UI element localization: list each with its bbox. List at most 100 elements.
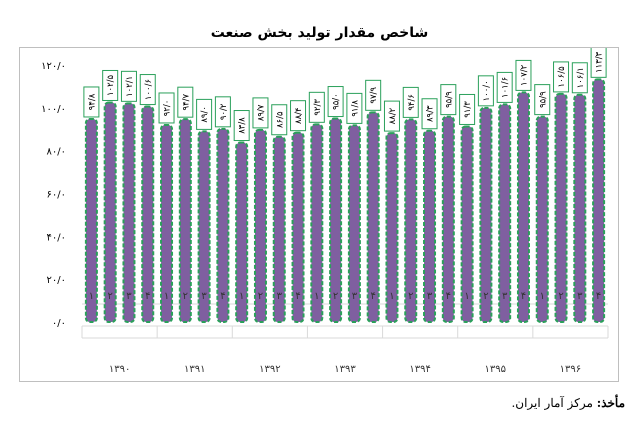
quarter-label: ۱ <box>89 291 94 302</box>
quarter-label: ۴ <box>446 291 451 302</box>
bar <box>554 92 568 323</box>
bar <box>197 130 211 324</box>
data-label-box <box>571 62 588 94</box>
data-label-box <box>158 92 175 124</box>
data-label-box <box>477 75 494 107</box>
year-label: ۱۳۹۶ <box>560 364 581 375</box>
bar <box>366 111 380 324</box>
bar <box>84 117 98 323</box>
data-label-box <box>459 93 476 125</box>
bar <box>423 129 437 324</box>
data-label: ۱۰۱/۶ <box>501 77 511 98</box>
data-label: ۹۲/۳ <box>313 99 323 116</box>
bar <box>329 117 343 323</box>
bar <box>573 93 587 323</box>
data-label: ۹۷/۹ <box>369 87 379 104</box>
data-label: ۹۵/۹ <box>538 91 548 108</box>
quarter-label: ۳ <box>352 291 358 302</box>
source-note: مأخذ: مرکز آمار ایران. <box>511 396 625 410</box>
chart-title: شاخص مقدار تولید بخش صنعت <box>210 25 429 41</box>
year-label: ۱۳۹۴ <box>409 364 430 375</box>
data-label: ۹۲/۰ <box>163 100 173 117</box>
data-label: ۸۹/۷ <box>256 104 266 121</box>
data-label-box <box>83 86 100 118</box>
data-label: ۸۹/۳ <box>426 105 436 122</box>
quarter-label: ۳ <box>201 291 207 302</box>
bar <box>460 125 474 323</box>
bar <box>160 123 174 324</box>
quarter-label: ۴ <box>521 291 526 302</box>
data-label-box <box>102 69 119 101</box>
y-tick-label: ۴۰/۰ <box>47 232 66 243</box>
quarter-label: ۴ <box>145 291 150 302</box>
year-label: ۱۳۹۲ <box>259 364 280 375</box>
bar <box>103 101 117 323</box>
quarter-label: ۱ <box>314 291 319 302</box>
data-label-box <box>327 86 344 118</box>
bar <box>441 115 455 323</box>
source-label: مأخذ: <box>596 396 625 410</box>
source-text: مرکز آمار ایران. <box>511 396 593 410</box>
quarter-label: ۲ <box>258 291 263 302</box>
data-label-box <box>214 96 231 128</box>
bar <box>516 91 530 324</box>
quarter-label: ۲ <box>107 291 112 302</box>
data-label: ۱۰۶/۱ <box>576 67 586 88</box>
data-label: ۹۱/۳ <box>463 101 473 118</box>
data-label-box <box>383 100 400 132</box>
year-label: ۱۳۹۱ <box>184 364 205 375</box>
quarter-label: ۲ <box>183 291 188 302</box>
y-tick-label: ۸۰/۰ <box>47 147 66 158</box>
data-label: ۸۶/۵ <box>275 111 285 128</box>
y-tick-label: ۰/۰ <box>52 318 66 329</box>
data-label: ۹۴/۶ <box>407 94 417 111</box>
bar-chart: ۰/۰ ۲۰/۰ ۴۰/۰ ۶۰/۰ ۸۰/۰ ۱۰۰/۰ ۱۲۰/۰ ۹۴/۸ ۱ ۱۰۲/۵ ۲… <box>41 48 609 375</box>
year-label: ۱۳۹۳ <box>334 364 356 375</box>
chart-frame: ۰/۰ ۲۰/۰ ۴۰/۰ ۶۰/۰ ۸۰/۰ ۱۰۰/۰ ۱۲۰/۰ ۹۴/۸ ۱ ۱۰۲/۵ ۲… <box>19 47 619 382</box>
bar <box>498 103 512 324</box>
bar <box>592 78 606 323</box>
bar <box>178 118 192 323</box>
data-label-box <box>534 84 551 116</box>
quarter-label: ۳ <box>577 291 583 302</box>
data-label: ۹۱/۸ <box>350 100 360 117</box>
data-label-box <box>496 71 513 103</box>
data-label-box <box>308 91 325 123</box>
y-tick-label: ۲۰/۰ <box>47 275 66 286</box>
data-label: ۹۵/۰ <box>332 93 342 110</box>
year-label: ۱۳۹۵ <box>485 364 506 375</box>
data-label-box <box>252 97 269 129</box>
data-label-box <box>440 84 457 116</box>
data-label: ۱۰۰/۰ <box>482 80 492 101</box>
quarter-label: ۴ <box>370 291 375 302</box>
quarter-label: ۲ <box>483 291 488 302</box>
quarter-label: ۲ <box>333 291 338 302</box>
data-label: ۹۴/۸ <box>87 93 97 110</box>
bar <box>404 118 418 323</box>
bar <box>122 102 136 324</box>
y-tick-label: ۶۰/۰ <box>47 190 66 201</box>
data-label-box <box>553 61 570 93</box>
data-label: ۱۱۳/۳ <box>595 51 605 73</box>
data-label: ۸۸/۲ <box>388 107 398 124</box>
quarter-label: ۴ <box>220 291 225 302</box>
data-label-box <box>402 86 419 118</box>
bar <box>479 106 493 324</box>
quarter-label: ۳ <box>502 291 508 302</box>
bar <box>535 115 549 323</box>
bar <box>310 123 324 323</box>
bar <box>347 124 361 323</box>
data-label: ۸۸/۴ <box>294 107 304 124</box>
quarter-label: ۲ <box>558 291 563 302</box>
data-label-box <box>196 98 213 130</box>
data-label: ۸۹/۰ <box>200 106 210 123</box>
bar <box>141 105 155 323</box>
data-label: ۸۳/۸ <box>238 117 248 134</box>
quarter-label: ۱ <box>540 291 545 302</box>
quarter-label: ۳ <box>126 291 132 302</box>
bar <box>385 132 399 324</box>
data-label: ۱۰۶/۵ <box>557 66 567 88</box>
quarter-label: ۲ <box>408 291 413 302</box>
bar <box>216 127 230 323</box>
data-label: ۹۰/۲ <box>219 103 229 120</box>
